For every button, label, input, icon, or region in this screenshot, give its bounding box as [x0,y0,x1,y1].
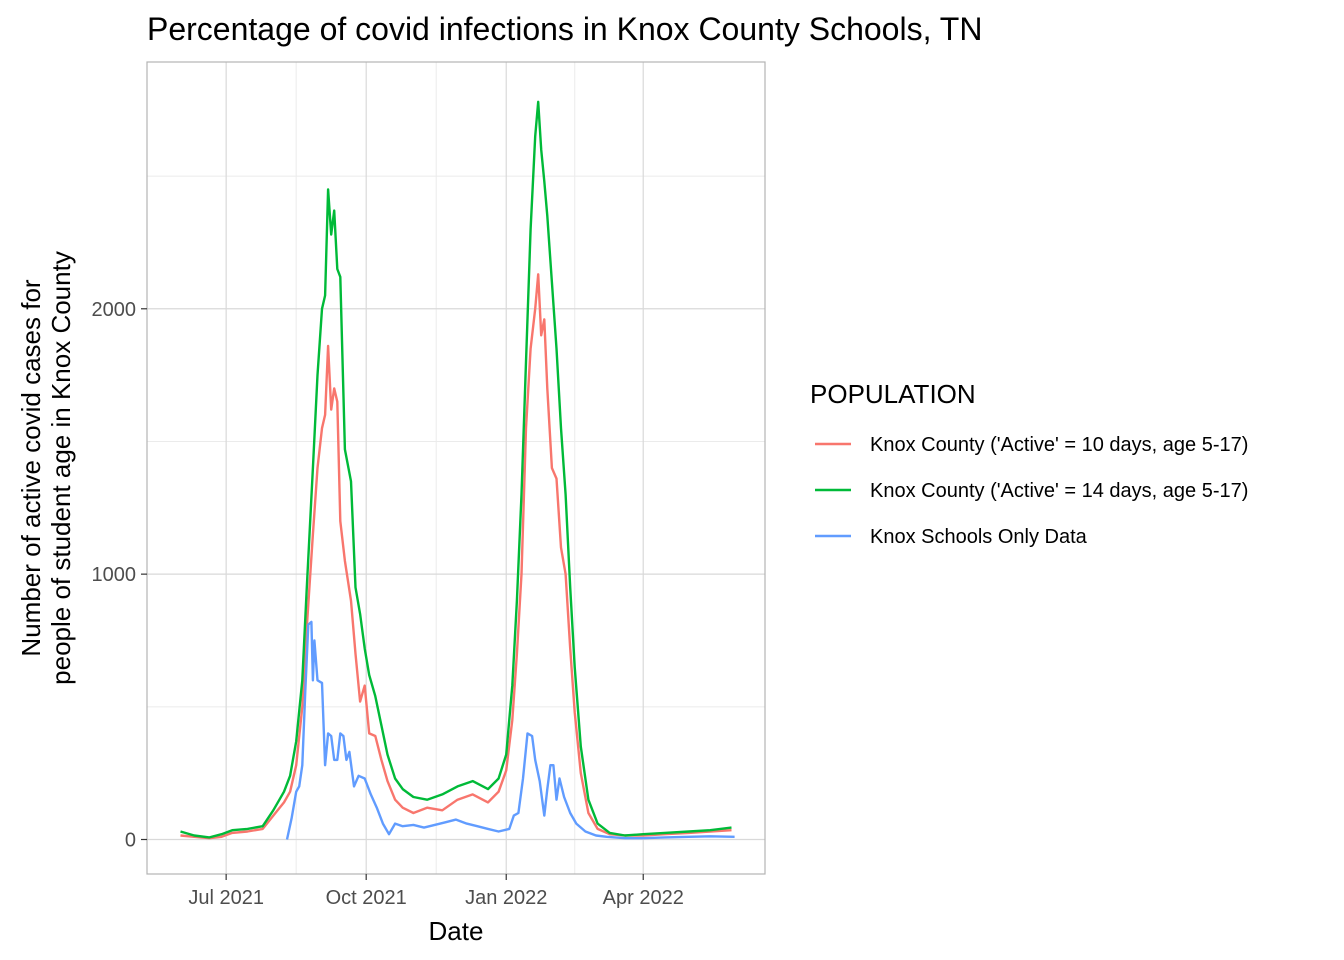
x-tick-label: Apr 2022 [603,887,684,909]
x-tick-label: Jul 2021 [188,887,264,909]
legend-label-1: Knox County ('Active' = 10 days, age 5-1… [870,434,1248,456]
y-axis-title-line-1: Number of active covid cases for [16,279,46,656]
plot-background [147,62,765,874]
y-tick-label: 1000 [92,564,137,586]
legend: Knox County ('Active' = 10 days, age 5-1… [815,434,1248,548]
grid-major [147,62,765,874]
y-axis-ticks: 0 1000 2000 [92,299,147,852]
y-axis-title-line-2: people of student age in Knox County [46,251,76,685]
x-tick-label: Oct 2021 [326,887,407,909]
series-line-2 [180,100,732,839]
y-tick-label: 0 [125,830,136,852]
legend-label-3: Knox Schools Only Data [870,526,1088,548]
plot-border [146,61,766,875]
chart-title: Percentage of covid infections in Knox C… [147,11,982,47]
x-axis-ticks: Jul 2021 Oct 2021 Jan 2022 Apr 2022 [188,874,684,909]
legend-title: POPULATION [810,379,976,409]
legend-label-2: Knox County ('Active' = 14 days, age 5-1… [870,480,1248,502]
y-tick-label: 2000 [92,299,137,321]
series-lines [180,100,735,840]
x-tick-label: Jan 2022 [465,887,547,909]
x-axis-title: Date [429,916,484,946]
series-line-3 [285,620,735,840]
series-line-1 [180,273,732,840]
